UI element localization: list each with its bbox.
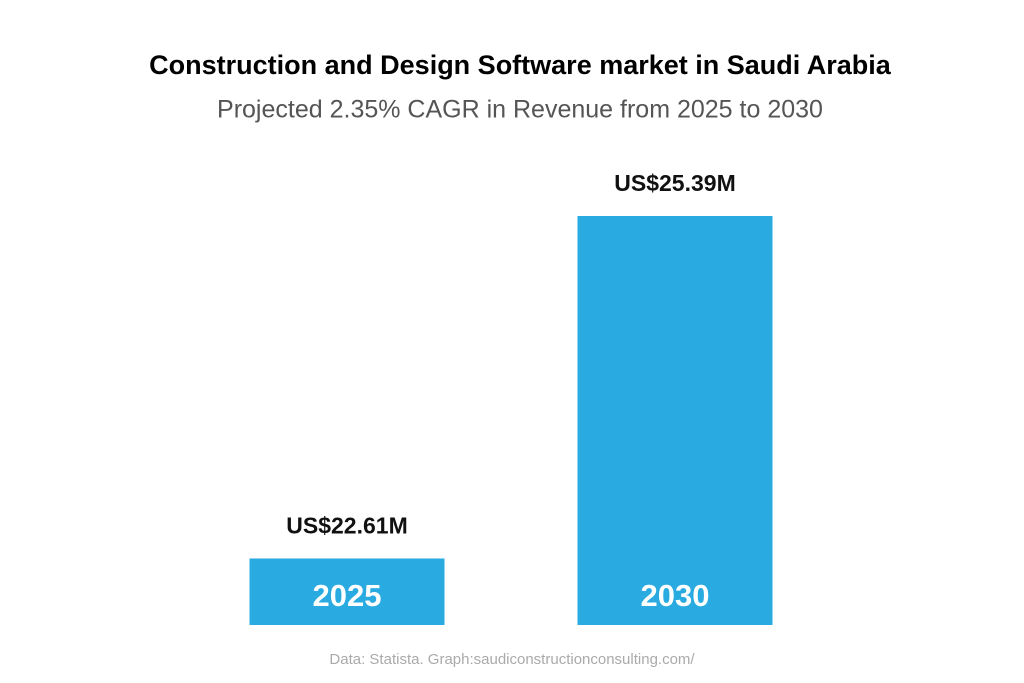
chart-subtitle: Projected 2.35% CAGR in Revenue from 202… xyxy=(217,96,823,124)
value-label: US$22.61M xyxy=(286,513,407,539)
bar xyxy=(249,558,445,625)
category-label: 2030 xyxy=(641,578,710,613)
category-label: 2025 xyxy=(313,578,382,613)
value-label: US$25.39M xyxy=(614,170,735,196)
chart-title: Construction and Design Software market … xyxy=(149,50,892,80)
source-note: Data: Statista. Graph:saudiconstructionc… xyxy=(329,651,695,668)
bar xyxy=(577,216,773,625)
